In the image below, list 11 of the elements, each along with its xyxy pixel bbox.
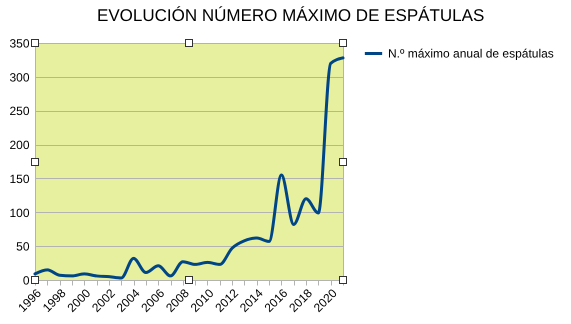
y-tick-label: 200 xyxy=(9,138,30,152)
chart-title: EVOLUCIÓN NÚMERO MÁXIMO DE ESPÁTULAS xyxy=(97,6,484,25)
y-tick-label: 350 xyxy=(9,36,30,50)
y-tick-label: 0 xyxy=(22,274,30,288)
legend-label: N.º máximo anual de espátulas xyxy=(388,46,554,60)
y-tick-label: 50 xyxy=(16,240,30,254)
y-tick-label: 100 xyxy=(9,206,30,220)
y-tick-label: 250 xyxy=(9,104,30,118)
line-series xyxy=(34,56,344,280)
y-tick-label: 150 xyxy=(9,172,30,186)
y-tick-label: 300 xyxy=(9,70,30,84)
